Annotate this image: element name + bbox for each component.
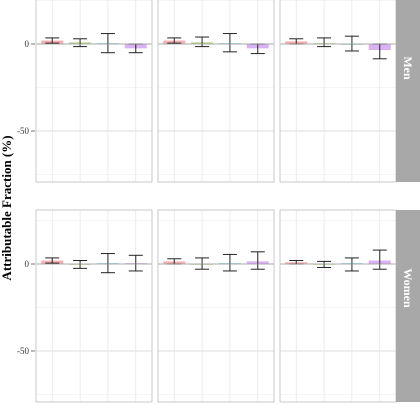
panel-border-men-1 bbox=[35, 0, 153, 183]
panel-border-men-2 bbox=[157, 0, 275, 183]
y-axis-label: Attributable Fraction (%) bbox=[0, 135, 14, 280]
plot-area: 0 -50 Men 0 -50 Women bbox=[17, 0, 420, 403]
facet-strip-women bbox=[396, 210, 420, 402]
y-tick-label: 0 bbox=[25, 39, 30, 49]
facet-strip-label-women: Women bbox=[401, 268, 415, 308]
y-tick-label: 0 bbox=[25, 259, 30, 269]
facet-strip-men bbox=[396, 0, 420, 182]
panel-border-women-1 bbox=[35, 209, 153, 403]
y-tick-label: -50 bbox=[17, 126, 29, 136]
y-tick-label: -50 bbox=[17, 346, 29, 356]
facet-strip-label-men: Men bbox=[401, 56, 415, 80]
panel-border-women-2 bbox=[157, 209, 275, 403]
